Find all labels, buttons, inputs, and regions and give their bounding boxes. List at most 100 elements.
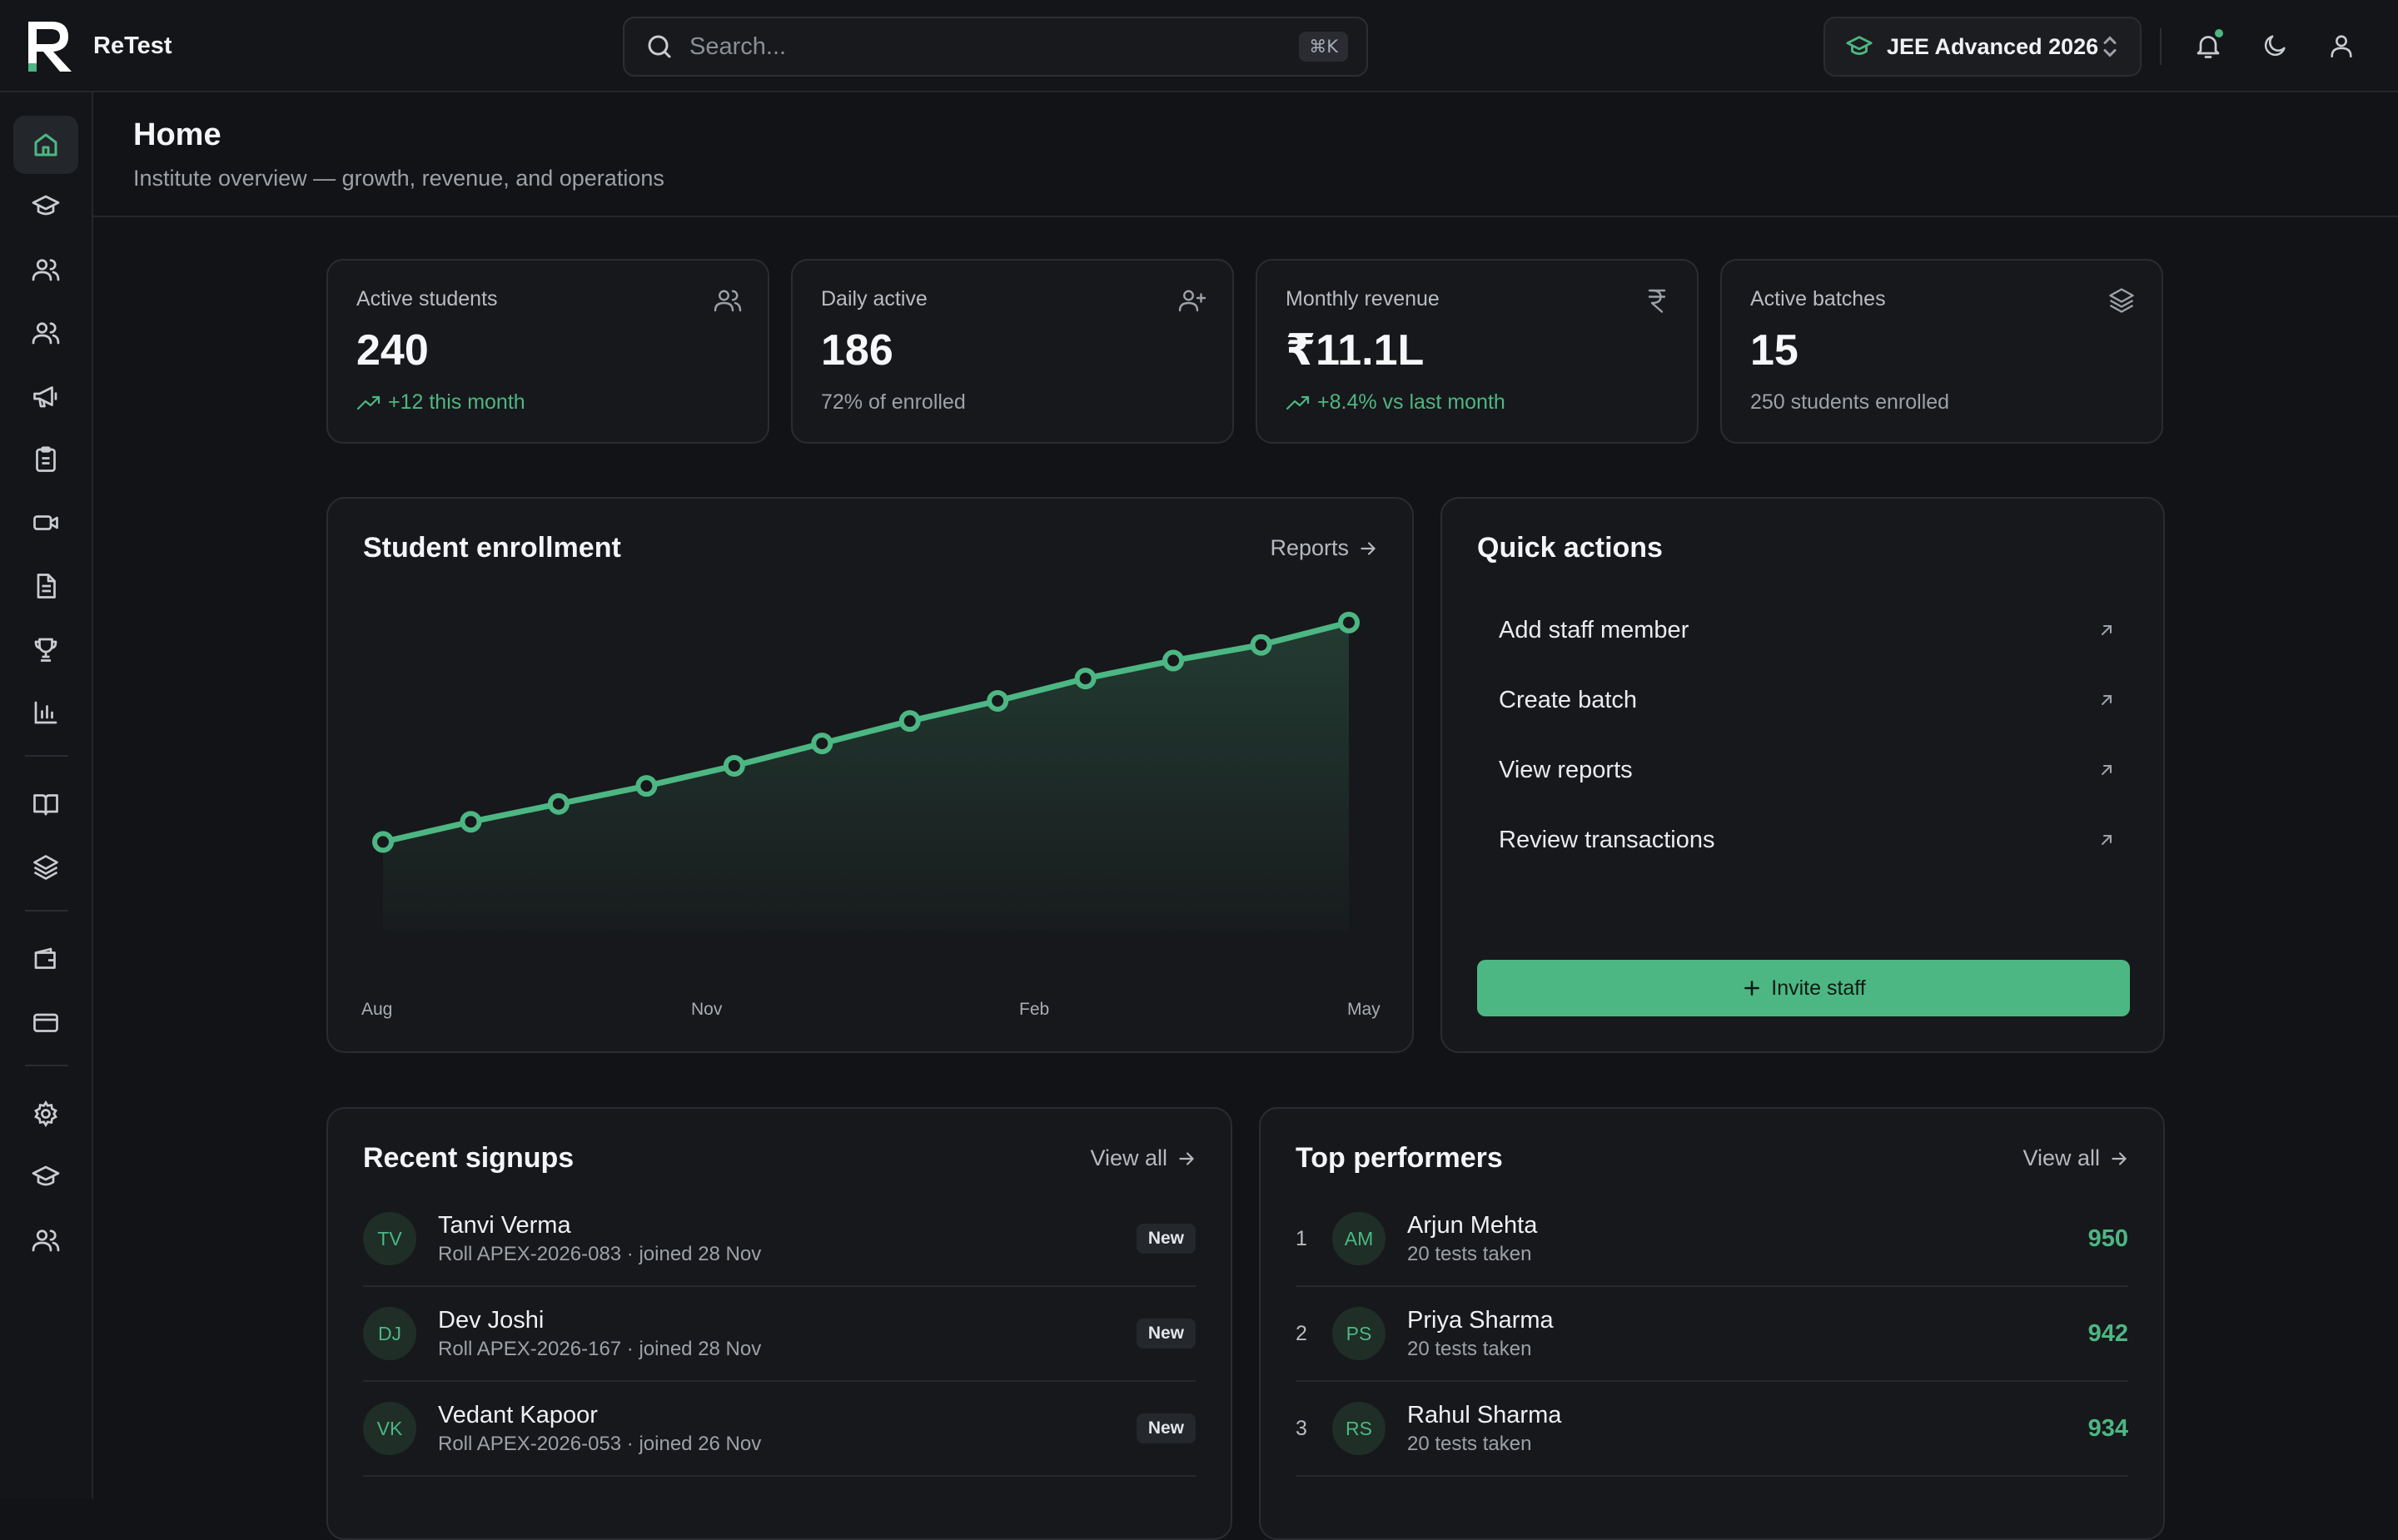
list-item[interactable]: 1 AM Arjun Mehta 20 tests taken 950 <box>1296 1192 2128 1287</box>
arrow-right-icon <box>1361 541 1376 555</box>
users-icon <box>32 259 60 281</box>
quick-action-add-staff[interactable]: Add staff member <box>1479 600 2137 660</box>
users-group-icon <box>32 322 60 345</box>
sidebar-item-tests[interactable] <box>13 430 78 489</box>
topbar-divider <box>2160 28 2162 65</box>
enrollment-chart-svg <box>372 611 1360 931</box>
recent-signups-view-all[interactable]: View all <box>1090 1145 1197 1171</box>
stat-label: Active batches <box>1750 287 1886 310</box>
sidebar-item-payments[interactable] <box>13 993 78 1051</box>
sidebar-item-announcements[interactable] <box>13 367 78 425</box>
student-name: Vedant Kapoor <box>438 1401 598 1428</box>
video-icon <box>33 515 58 530</box>
sidebar-divider <box>25 1065 68 1066</box>
exam-selector[interactable]: JEE Advanced 2026 <box>1823 17 2142 77</box>
sidebar-item-settings[interactable] <box>13 1085 78 1143</box>
list-item[interactable]: TV Tanvi Verma Roll APEX-2026-083 · join… <box>363 1192 1196 1287</box>
top-performers-panel: Top performers View all 1 AM Arjun Mehta… <box>1259 1107 2165 1540</box>
user-icon <box>2331 35 2352 58</box>
top-performers-view-all[interactable]: View all <box>2022 1145 2130 1171</box>
quick-actions-title: Quick actions <box>1477 532 1663 564</box>
graduation-cap-icon <box>32 1165 60 1186</box>
enrollment-line <box>380 619 1352 845</box>
graduation-cap-icon <box>32 195 60 216</box>
avatar: DJ <box>363 1307 416 1360</box>
data-point <box>723 754 745 777</box>
stat-foot: 72% of enrolled <box>821 390 966 414</box>
bar-chart-icon <box>34 701 57 724</box>
sidebar-item-home[interactable] <box>13 116 78 174</box>
sidebar-item-academy[interactable] <box>13 1148 78 1206</box>
data-point <box>547 792 570 815</box>
quick-action-view-reports[interactable]: View reports <box>1479 740 2137 800</box>
score-value: 934 <box>2087 1414 2128 1442</box>
list-item[interactable]: VK Vedant Kapoor Roll APEX-2026-053 · jo… <box>363 1382 1196 1477</box>
sidebar-item-library[interactable] <box>13 775 78 833</box>
quick-action-label: Add staff member <box>1499 616 1689 643</box>
stat-card-active-batches: Active batches 15 250 students enrolled <box>1720 259 2163 444</box>
student-meta: 20 tests taken <box>1407 1242 1532 1265</box>
avatar: VK <box>363 1402 416 1455</box>
student-name: Tanvi Verma <box>438 1211 571 1239</box>
stat-label: Daily active <box>821 287 928 310</box>
book-open-icon <box>33 794 58 816</box>
recent-signups-panel: Recent signups View all TV Tanvi Verma R… <box>326 1107 1232 1540</box>
search-icon <box>648 35 671 58</box>
sidebar-item-wallet[interactable] <box>13 930 78 988</box>
exam-selector-label: JEE Advanced 2026 <box>1887 33 2099 59</box>
student-name: Rahul Sharma <box>1407 1401 1562 1428</box>
quick-action-review-transactions[interactable]: Review transactions <box>1479 810 2137 870</box>
score-value: 942 <box>2087 1319 2128 1347</box>
stat-trend: +12 this month <box>356 390 525 415</box>
sidebar-item-live-classes[interactable] <box>13 494 78 552</box>
notification-dot <box>2213 27 2225 39</box>
megaphone-icon <box>33 386 57 408</box>
quick-action-label: View reports <box>1499 756 1633 783</box>
sidebar-item-staff[interactable] <box>13 304 78 362</box>
sidebar-item-students[interactable] <box>13 241 78 299</box>
invite-staff-button[interactable]: Invite staff <box>1477 960 2130 1016</box>
stat-foot: 250 students enrolled <box>1750 390 1950 414</box>
arrow-up-right-icon <box>2102 625 2112 635</box>
page-subtitle: Institute overview — growth, revenue, an… <box>133 166 664 191</box>
sidebar-item-courses[interactable] <box>13 177 78 236</box>
list-item[interactable]: 3 RS Rahul Sharma 20 tests taken 934 <box>1296 1382 2128 1477</box>
theme-toggle-button[interactable] <box>2256 27 2293 64</box>
invite-staff-label: Invite staff <box>1771 976 1866 1000</box>
data-point <box>1074 668 1097 690</box>
list-item[interactable]: 2 PS Priya Sharma 20 tests taken 942 <box>1296 1287 2128 1382</box>
enrollment-title: Student enrollment <box>363 532 621 564</box>
reports-link[interactable]: Reports <box>1270 535 1379 561</box>
stat-card-monthly-revenue: Monthly revenue ₹11.1L +8.4% vs last mon… <box>1256 259 1699 444</box>
score-value: 950 <box>2087 1225 2128 1252</box>
stat-card-active-students: Active students 240 +12 this month <box>326 259 769 444</box>
sidebar-item-leaderboard[interactable] <box>13 620 78 678</box>
notifications-button[interactable] <box>2190 27 2226 64</box>
stat-value: ₹11.1L <box>1286 326 1425 375</box>
data-point <box>1250 633 1272 656</box>
x-tick-label: Nov <box>691 1000 723 1019</box>
x-tick-label: May <box>1347 1000 1381 1019</box>
search-bar[interactable]: ⌘K <box>623 17 1368 77</box>
sidebar-item-analytics[interactable] <box>13 683 78 742</box>
sidebar-item-documents[interactable] <box>13 557 78 615</box>
stat-trend-text: +12 this month <box>388 390 525 414</box>
file-text-icon <box>37 574 56 599</box>
brand[interactable]: ReTest <box>25 18 172 73</box>
student-meta: 20 tests taken <box>1407 1337 1532 1360</box>
profile-button[interactable] <box>2323 27 2360 64</box>
data-point <box>987 689 1009 712</box>
avatar: AM <box>1332 1212 1386 1265</box>
trending-up-icon <box>356 395 381 410</box>
plus-icon <box>1744 981 1760 996</box>
top-performers-title: Top performers <box>1296 1142 1503 1174</box>
quick-action-create-batch[interactable]: Create batch <box>1479 670 2137 730</box>
sidebar-item-batches[interactable] <box>13 838 78 897</box>
rupee-icon <box>1648 289 1666 313</box>
enrollment-points <box>372 611 1360 853</box>
sidebar-item-team[interactable] <box>13 1211 78 1269</box>
list-item[interactable]: DJ Dev Joshi Roll APEX-2026-167 · joined… <box>363 1287 1196 1382</box>
status-badge: New <box>1136 1413 1196 1443</box>
search-input[interactable] <box>688 32 1300 62</box>
top-bar: ReTest ⌘K JEE Advanced 2026 <box>0 0 2398 92</box>
